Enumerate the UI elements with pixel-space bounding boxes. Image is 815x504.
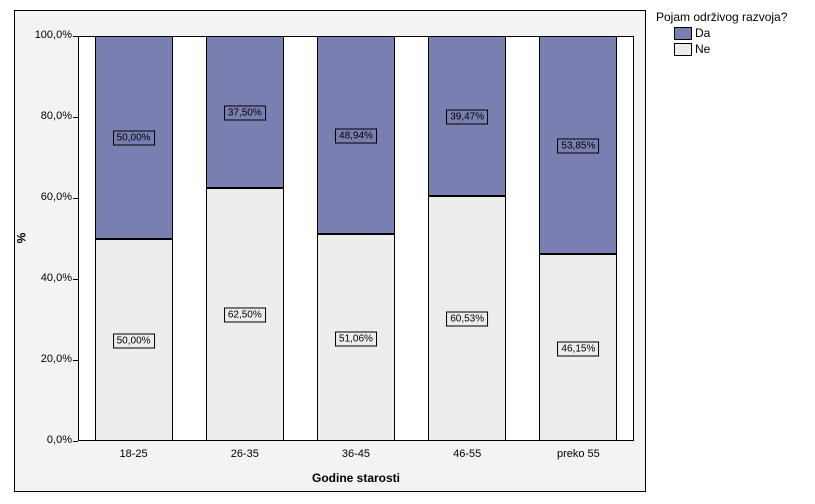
bar-group: 50,00% 50,00% [95,36,173,441]
bar-value-label: 51,06% [335,331,377,346]
legend-title: Pojam održivog razvoja? [656,10,787,24]
bar-group: 46,15% 53,85% [539,36,617,441]
bar-value-label: 50,00% [113,333,155,348]
y-tick-label: 0,0% [26,434,72,446]
legend-label: Da [695,26,710,40]
y-tick-mark [73,36,78,37]
y-tick-mark [73,117,78,118]
y-tick-label: 40,0% [26,272,72,284]
y-tick-label: 60,0% [26,191,72,203]
x-tick-label: preko 55 [523,448,634,460]
bar-segment-ne: 51,06% [317,234,395,441]
y-tick-mark [73,360,78,361]
legend-item: Da [656,26,787,40]
bar-group: 60,53% 39,47% [428,36,506,441]
legend-swatch [674,27,692,40]
y-tick-label: 100,0% [26,29,72,41]
bar-value-label: 53,85% [557,139,599,154]
bar-segment-da: 50,00% [95,36,173,239]
legend-label: Ne [695,42,710,56]
bar-value-label: 46,15% [557,341,599,356]
bar-value-label: 37,50% [224,105,266,120]
bar-value-label: 48,94% [335,129,377,144]
x-tick-label: 18-25 [78,448,189,460]
bar-segment-da: 37,50% [206,36,284,188]
bar-value-label: 50,00% [113,131,155,146]
x-axis-title: Godine starosti [78,471,634,485]
y-tick-mark [73,198,78,199]
bar-segment-ne: 50,00% [95,239,173,442]
y-axis-title: % [14,232,28,243]
x-tick-label: 46-55 [412,448,523,460]
y-tick-mark [73,441,78,442]
bar-value-label: 60,53% [446,312,488,327]
bar-group: 51,06% 48,94% [317,36,395,441]
legend: Pojam održivog razvoja? Da Ne [656,10,787,56]
x-tick-label: 26-35 [189,448,300,460]
bar-segment-da: 53,85% [539,36,617,254]
bar-segment-ne: 62,50% [206,188,284,441]
legend-swatch [674,43,692,56]
bar-segment-ne: 60,53% [428,196,506,441]
bar-value-label: 62,50% [224,308,266,323]
bar-value-label: 39,47% [446,109,488,124]
x-tick-label: 36-45 [300,448,411,460]
y-tick-label: 80,0% [26,110,72,122]
bar-group: 62,50% 37,50% [206,36,284,441]
bar-segment-ne: 46,15% [539,254,617,441]
y-tick-mark [73,279,78,280]
bar-segment-da: 48,94% [317,36,395,234]
y-tick-label: 20,0% [26,353,72,365]
bar-segment-da: 39,47% [428,36,506,196]
legend-item: Ne [656,42,787,56]
